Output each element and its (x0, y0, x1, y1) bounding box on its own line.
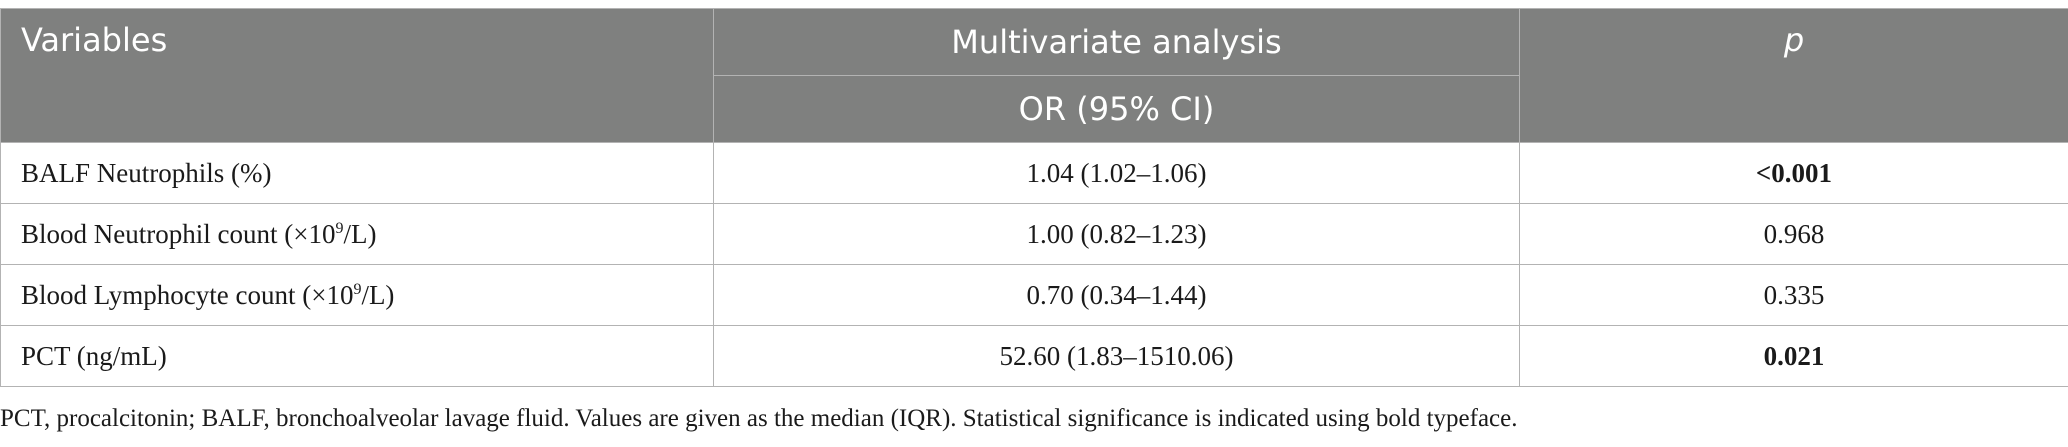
p-value-cell: 0.968 (1519, 203, 2068, 265)
variable-label: BALF Neutrophils (%) (21, 157, 272, 188)
or-ci-cell: 0.70 (0.34–1.44) (713, 264, 1520, 326)
header-or-ci: OR (95% CI) (713, 75, 1520, 143)
header-multivariate-analysis: Multivariate analysis (713, 8, 1520, 76)
p-value-cell: 0.021 (1519, 325, 2068, 387)
table-header: Variables Multivariate analysis p OR (95… (0, 8, 2068, 143)
p-value-cell: <0.001 (1519, 142, 2068, 204)
header-p-value: p (1519, 8, 2068, 143)
variable-unit-suffix: /L) (343, 218, 377, 249)
variable-exponent: 9 (353, 280, 362, 298)
multivariate-analysis-table: Variables Multivariate analysis p OR (95… (0, 8, 2068, 387)
variable-cell: Blood Neutrophil count (×109/L) (0, 203, 714, 265)
variable-exponent: 9 (335, 219, 344, 237)
variable-label: Blood Neutrophil count (×10 (21, 218, 336, 249)
table-row: Blood Neutrophil count (×109/L) 1.00 (0.… (0, 203, 2068, 265)
or-ci-cell: 52.60 (1.83–1510.06) (713, 325, 1520, 387)
header-variables: Variables (0, 8, 714, 143)
or-ci-cell: 1.00 (0.82–1.23) (713, 203, 1520, 265)
variable-cell: PCT (ng/mL) (0, 325, 714, 387)
header-row-1: Variables Multivariate analysis p (0, 8, 2068, 143)
header-row-2: OR (95% CI) (1, 75, 2068, 143)
table-body: BALF Neutrophils (%) 1.04 (1.02–1.06) <0… (0, 142, 2068, 387)
variable-label: Blood Lymphocyte count (×10 (21, 279, 354, 310)
p-value-cell: 0.335 (1519, 264, 2068, 326)
variable-cell: Blood Lymphocyte count (×109/L) (0, 264, 714, 326)
table-row: PCT (ng/mL) 52.60 (1.83–1510.06) 0.021 (0, 325, 2068, 387)
variable-label: PCT (ng/mL) (21, 340, 167, 371)
table-footnote: PCT, procalcitonin; BALF, bronchoalveola… (0, 405, 1518, 432)
results-table-container: Variables Multivariate analysis p OR (95… (0, 8, 2068, 387)
variable-cell: BALF Neutrophils (%) (0, 142, 714, 204)
variable-unit-suffix: /L) (361, 279, 395, 310)
or-ci-cell: 1.04 (1.02–1.06) (713, 142, 1520, 204)
table-row: Blood Lymphocyte count (×109/L) 0.70 (0.… (0, 264, 2068, 326)
table-row: BALF Neutrophils (%) 1.04 (1.02–1.06) <0… (0, 142, 2068, 204)
